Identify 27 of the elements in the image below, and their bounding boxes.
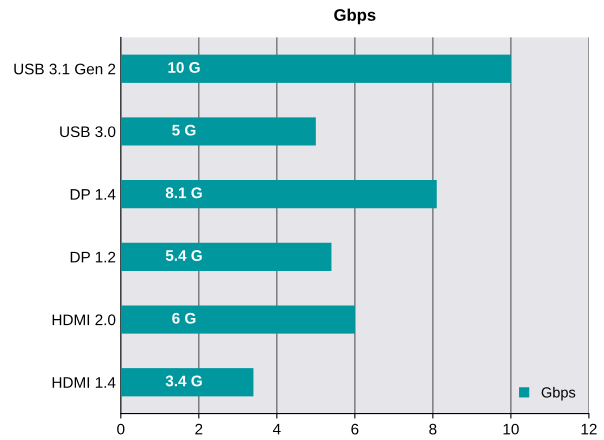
- text: 8.1 G: [166, 187, 202, 198]
- bar: [120, 242, 332, 271]
- x-tick-label: 10: [504, 424, 519, 435]
- x-tick-label: 4: [272, 424, 281, 434]
- text: 3.4 G: [166, 376, 202, 386]
- x-tick-label: 0: [117, 424, 124, 435]
- bar: [120, 305, 355, 334]
- x-tick-label: 12: [582, 424, 597, 434]
- x-tick-label: 8: [429, 424, 436, 435]
- y-tick-label: DP 1.2: [70, 252, 116, 262]
- bar: [120, 368, 254, 396]
- bar: [120, 180, 437, 208]
- legend-label: Gbps: [542, 386, 576, 400]
- x-tick-label: 2: [195, 424, 202, 434]
- x-tick-label: 6: [351, 424, 358, 435]
- y-tick-label: USB 3.0: [60, 126, 116, 138]
- chart-title: Gbps: [334, 8, 376, 24]
- y-tick-label: HDMI 2.0: [52, 314, 116, 326]
- text: 6 G: [172, 312, 196, 324]
- text: 10 G: [168, 62, 200, 73]
- text: 5 G: [172, 124, 196, 136]
- text: 5.4 G: [166, 250, 202, 261]
- y-tick-label: HDMI 1.4: [52, 377, 116, 388]
- bar: [120, 54, 511, 83]
- y-tick-label: USB 3.1 Gen 2: [14, 64, 116, 74]
- y-tick-label: DP 1.4: [70, 189, 116, 200]
- bar: [120, 117, 316, 146]
